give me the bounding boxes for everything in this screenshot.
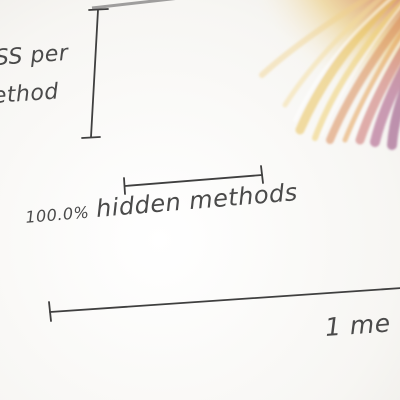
streak [387, 88, 400, 150]
vertical-scale-line [90, 9, 99, 138]
bottom-scale-label: 1 me [324, 308, 392, 342]
hidden-methods-text: hidden methods [94, 178, 299, 223]
top-edge-line [91, 0, 176, 10]
vertical-scale-label-line2: ethod [0, 79, 60, 109]
bottom-scale-cap-left [48, 301, 52, 322]
vertical-scale-cap-top [88, 8, 109, 11]
streak [326, 16, 400, 144]
hidden-methods-label: 100.0% hidden methods [24, 178, 299, 229]
streak-fan [259, 0, 400, 150]
streak [293, 0, 392, 122]
hidden-methods-percent: 100.0% [24, 202, 90, 227]
bottom-scale-line [49, 287, 400, 313]
streak [355, 46, 400, 145]
vertical-scale-cap-bottom [81, 136, 101, 139]
streak [342, 31, 400, 143]
streak [321, 5, 400, 136]
color-glow [230, 0, 400, 160]
streak [370, 65, 400, 147]
streak [282, 0, 383, 108]
streak [351, 41, 400, 141]
streak [312, 1, 400, 141]
vertical-scale-bar [81, 8, 109, 139]
vertical-scale-label-line1: SS per [0, 40, 70, 71]
streak [295, 0, 397, 135]
streak [259, 0, 370, 78]
